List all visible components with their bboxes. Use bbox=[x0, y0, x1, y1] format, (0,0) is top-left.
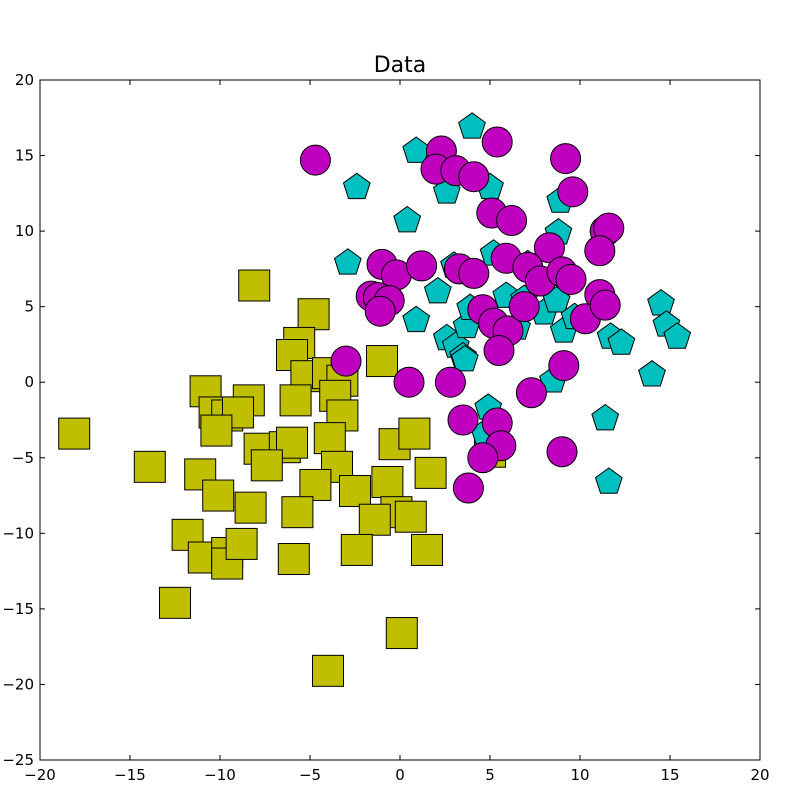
circle-point bbox=[330, 345, 362, 377]
y-tick-label: 5 bbox=[24, 298, 34, 316]
x-tick-label: −20 bbox=[24, 766, 56, 784]
square-point bbox=[299, 468, 332, 501]
circle-point bbox=[458, 257, 490, 289]
pentagon-point bbox=[647, 289, 675, 316]
circle-point bbox=[548, 350, 580, 382]
circle-point bbox=[447, 404, 479, 436]
y-tick-label: 15 bbox=[15, 147, 34, 165]
circle-point bbox=[393, 366, 425, 398]
square-point bbox=[312, 654, 344, 687]
pentagon-point bbox=[638, 360, 666, 387]
pentagon-point bbox=[333, 248, 362, 275]
square-point bbox=[366, 345, 398, 378]
y-tick-label: −15 bbox=[2, 600, 34, 618]
square-point bbox=[234, 491, 267, 524]
circle-point bbox=[299, 144, 331, 176]
square-point bbox=[159, 586, 191, 619]
circle-point bbox=[557, 176, 589, 208]
square-point bbox=[385, 617, 418, 650]
pentagon-point bbox=[393, 205, 422, 233]
square-point bbox=[414, 456, 447, 489]
circle-point bbox=[364, 295, 396, 327]
x-tick-label: 20 bbox=[750, 766, 769, 784]
square-point bbox=[340, 533, 373, 566]
y-tick-label: −25 bbox=[2, 751, 34, 769]
square-point bbox=[313, 422, 346, 455]
square-point bbox=[225, 527, 258, 560]
x-tick-label: −15 bbox=[114, 766, 146, 784]
circle-point bbox=[467, 442, 499, 474]
square-point bbox=[250, 449, 283, 482]
x-tick-label: 0 bbox=[395, 766, 405, 784]
pentagon-point bbox=[663, 322, 692, 349]
circle-point bbox=[508, 291, 540, 323]
x-tick-label: 15 bbox=[660, 766, 679, 784]
circle-point bbox=[458, 161, 490, 193]
circle-point bbox=[496, 205, 528, 237]
square-point bbox=[281, 496, 314, 529]
square-point bbox=[358, 503, 391, 536]
pentagon-point bbox=[402, 305, 431, 333]
square-point bbox=[133, 450, 166, 483]
pentagon-point bbox=[607, 328, 636, 355]
circle-point bbox=[406, 250, 438, 282]
pentagon-point bbox=[342, 172, 371, 200]
square-point bbox=[277, 543, 310, 576]
square-point bbox=[279, 384, 312, 417]
pentagon-point bbox=[450, 344, 479, 372]
chart-title: Data bbox=[374, 53, 427, 78]
y-tick-label: −5 bbox=[12, 449, 34, 467]
data-marks bbox=[58, 112, 692, 687]
pentagon-point bbox=[423, 276, 452, 304]
circle-point bbox=[533, 232, 565, 264]
circle-point bbox=[555, 263, 587, 295]
circle-point bbox=[550, 143, 582, 175]
circle-point bbox=[481, 126, 513, 158]
square-point bbox=[339, 475, 371, 508]
square-point bbox=[58, 417, 91, 450]
square-point bbox=[398, 417, 431, 450]
y-tick-label: 20 bbox=[15, 71, 34, 89]
circle-point bbox=[434, 366, 466, 398]
y-tick-label: 0 bbox=[24, 373, 34, 391]
pentagon-point bbox=[458, 112, 486, 139]
square-point bbox=[200, 414, 233, 447]
circle-point bbox=[589, 289, 621, 321]
circle-point bbox=[546, 436, 578, 468]
x-tick-label: 10 bbox=[570, 766, 589, 784]
square-point bbox=[238, 269, 271, 302]
circle-point bbox=[515, 377, 547, 409]
square-point bbox=[202, 479, 235, 512]
y-tick-label: −20 bbox=[2, 675, 34, 693]
square-point bbox=[371, 465, 404, 498]
square-point bbox=[411, 533, 443, 566]
x-tick-label: −10 bbox=[204, 766, 236, 784]
square-point bbox=[297, 298, 330, 331]
pentagon-point bbox=[594, 467, 623, 494]
circle-point bbox=[584, 235, 616, 267]
pentagon-point bbox=[591, 403, 620, 431]
x-tick-label: −5 bbox=[299, 766, 321, 784]
y-tick-label: −10 bbox=[2, 524, 34, 542]
y-tick-label: 10 bbox=[15, 222, 34, 240]
axis-ticks: −20 −15 −10 −5 0 5 10 15 20−25−20−15−10−50510152… bbox=[2, 71, 769, 784]
x-tick-label: 5 bbox=[485, 766, 495, 784]
circle-point bbox=[483, 334, 515, 366]
circle-point bbox=[452, 472, 484, 504]
square-point bbox=[394, 500, 427, 533]
